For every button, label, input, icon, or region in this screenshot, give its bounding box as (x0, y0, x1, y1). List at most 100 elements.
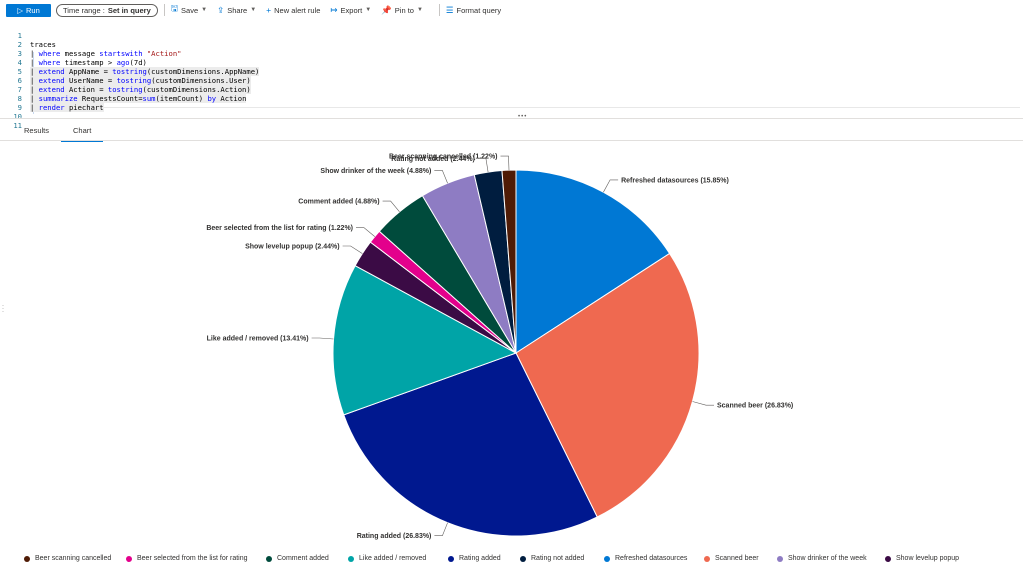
format-icon: ☰ (445, 4, 454, 15)
legend-item[interactable]: Show drinker of the week (777, 555, 867, 562)
callout-line (477, 157, 489, 173)
legend-item[interactable]: Rating added (448, 555, 501, 562)
legend-item[interactable]: Refreshed datasources (604, 555, 687, 562)
slice-label: Beer scanning cancelled (1.22%) (389, 154, 498, 161)
code-text: traces (30, 40, 56, 49)
format-query-button[interactable]: ☰ Format query (446, 5, 501, 16)
legend-label: Comment added (277, 555, 329, 562)
legend-item[interactable]: Beer scanning cancelled (24, 555, 111, 562)
legend-label: Beer scanning cancelled (35, 555, 112, 562)
tabs-divider (0, 140, 1023, 141)
code-text: | extend AppName = tostring(customDimens… (30, 67, 260, 76)
line-number: 8 (17, 94, 22, 103)
share-button[interactable]: ⇪ Share ▼ (217, 5, 256, 16)
new-alert-rule-button[interactable]: + New alert rule (266, 5, 320, 15)
callout-line (356, 227, 375, 237)
new-alert-label: New alert rule (274, 5, 321, 15)
share-label: Share (227, 5, 248, 15)
pie-chart: Refreshed datasources (15.85%) Scanned be… (206, 154, 793, 541)
query-editor[interactable]: 1 traces 2 | where message startswith "A… (0, 20, 1023, 130)
line-number: 2 (17, 40, 22, 49)
code-line: 1 traces (0, 22, 56, 49)
time-range-label: Time range : (63, 5, 105, 15)
toolbar-divider (163, 4, 165, 16)
resize-grip-icon[interactable]: ••• (518, 114, 528, 120)
slice-label: Rating added (26.83%) (357, 533, 432, 540)
line-number: 3 (17, 49, 22, 58)
play-icon: ▷ (17, 5, 23, 15)
legend-item[interactable]: Like added / removed (348, 555, 426, 562)
line-number: 7 (17, 85, 22, 94)
plus-icon: + (266, 5, 272, 15)
callout-line (434, 169, 448, 184)
slice-label: Show levelup popup (2.44%) (245, 244, 340, 251)
code-text: | where message startswith "Action" (30, 49, 182, 58)
save-button[interactable]: 🖫 Save ▼ (171, 3, 207, 17)
slice-label: Show drinker of the week (4.88%) (320, 168, 431, 175)
legend-swatch (348, 555, 354, 562)
time-range-button[interactable]: Time range : Set in query (56, 3, 158, 17)
legend-item[interactable]: Scanned beer (704, 555, 759, 562)
time-range-value: Set in query (107, 5, 151, 15)
callout-line (434, 522, 448, 537)
code-line: 10 (0, 103, 22, 121)
legend-item[interactable]: Comment added (266, 555, 329, 562)
code-line: 6 | extend Action = tostring(customDimen… (0, 67, 251, 94)
code-text: | extend UserName = tostring(customDimen… (30, 76, 251, 85)
pie-slice[interactable] (515, 169, 671, 354)
current-line-highlight (30, 98, 1020, 108)
code-text: | where timestamp > ago(7d) (30, 58, 147, 67)
pin-to-button[interactable]: 📌 Pin to ▼ (381, 5, 423, 16)
legend-label: Rating not added (531, 555, 585, 562)
line-number: 10 (13, 112, 22, 121)
callout-line (692, 401, 714, 406)
side-handle-icon[interactable]: · · · (2, 303, 4, 315)
callout-line (500, 155, 510, 171)
legend-swatch (266, 555, 272, 562)
pie-slice[interactable] (501, 169, 517, 354)
legend-swatch (885, 555, 891, 562)
tab-chart[interactable]: Chart (61, 124, 104, 142)
legend-item[interactable]: Show levelup popup (885, 555, 959, 562)
run-button[interactable]: ▷ Run (6, 3, 51, 17)
legend-label: Refreshed datasources (615, 555, 688, 562)
code-line: 8 | render piechart (0, 85, 104, 112)
legend-swatch (24, 555, 30, 562)
code-line: 11 (0, 112, 22, 130)
legend-swatch (520, 555, 526, 562)
legend-swatch (448, 555, 454, 562)
legend-label: Beer selected from the list for rating (137, 555, 248, 562)
run-label: Run (26, 5, 40, 15)
tab-results[interactable]: Results (24, 126, 50, 135)
export-button[interactable]: ↦ Export ▼ (330, 5, 371, 16)
legend-swatch (604, 555, 610, 562)
slice-label: Rating not added (2.44%) (391, 156, 475, 163)
editor-splitter[interactable] (0, 118, 1023, 119)
slice-label: Comment added (4.88%) (298, 199, 379, 206)
save-icon: 🖫 (170, 3, 179, 13)
save-label: Save (181, 5, 199, 15)
legend-label: Like added / removed (359, 555, 427, 562)
callout-line (311, 337, 334, 340)
pie-slice[interactable] (332, 264, 518, 416)
slice-label: Refreshed datasources (15.85%) (621, 177, 729, 184)
line-number: 9 (17, 103, 22, 112)
legend-label: Show drinker of the week (788, 555, 867, 562)
pie-slice[interactable] (515, 252, 700, 518)
code-line: 3 | where timestamp > ago(7d) (0, 40, 147, 67)
slice-label: Beer selected from the list for rating (… (206, 225, 353, 232)
line-number: 1 (17, 31, 22, 40)
legend-swatch (704, 555, 710, 562)
callout-line (382, 200, 400, 212)
line-number: 6 (17, 76, 22, 85)
code-line: 4 | extend AppName = tostring(customDime… (0, 49, 260, 76)
toolbar-divider (438, 4, 440, 16)
line-number: 4 (17, 58, 22, 67)
chart-legend: Beer scanning cancelled Beer selected fro… (0, 553, 1023, 567)
code-text: | extend Action = tostring(customDimensi… (30, 85, 251, 94)
legend-item[interactable]: Beer selected from the list for rating (126, 555, 248, 562)
legend-label: Rating added (459, 555, 501, 562)
legend-item[interactable]: Rating not added (520, 555, 584, 562)
legend-swatch (777, 555, 783, 562)
pin-label: Pin to (394, 5, 414, 15)
